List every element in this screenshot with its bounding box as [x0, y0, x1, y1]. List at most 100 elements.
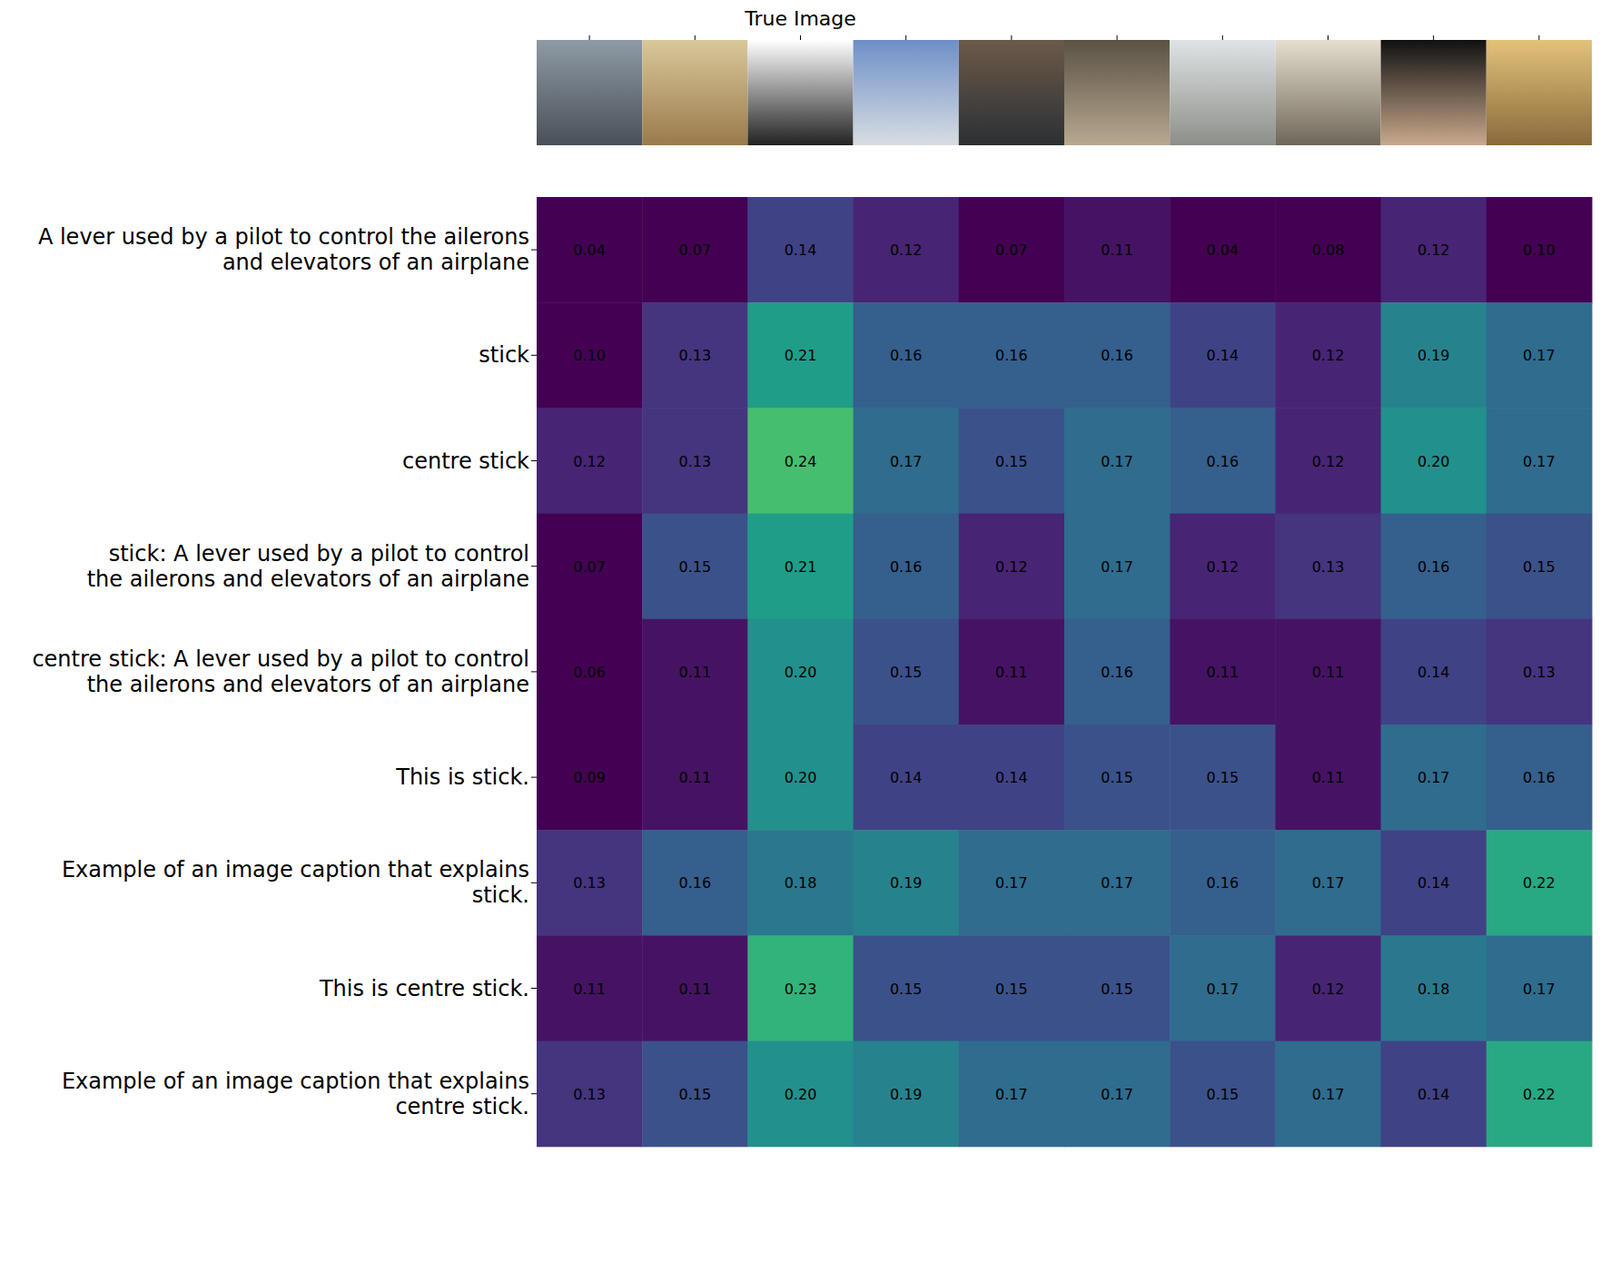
cell: [747, 197, 854, 304]
cell: [747, 302, 854, 409]
cell: [747, 407, 854, 514]
cell: [1169, 724, 1276, 831]
cell-label: 0.11: [1205, 663, 1239, 682]
cell-label: 0.11: [1312, 663, 1345, 682]
cell: [747, 619, 854, 726]
cell-label: 0.18: [784, 874, 818, 892]
cell: [1381, 724, 1488, 831]
cell: [958, 407, 1066, 514]
cell: [958, 829, 1066, 937]
cell: [853, 302, 960, 409]
image-thumbnail: [1381, 39, 1487, 146]
cell: [1064, 619, 1171, 726]
image-thumbnail: [1064, 39, 1170, 146]
cell-label: 0.11: [1100, 241, 1134, 259]
cell: [1381, 619, 1488, 726]
row-tick: [531, 671, 537, 672]
cell-label: 0.17: [1417, 769, 1451, 787]
cell-label: 0.15: [1522, 558, 1556, 576]
cell-label: 0.17: [1100, 453, 1134, 471]
cell: [1486, 302, 1593, 409]
cell-label: 0.04: [572, 241, 606, 259]
column-tick: [589, 35, 591, 40]
cell: [1274, 724, 1382, 831]
cell-label: 0.23: [784, 980, 818, 998]
row-tick: [531, 460, 537, 462]
cell-label: 0.15: [678, 1086, 712, 1104]
column-tick: [1327, 35, 1329, 40]
cell-label: 0.14: [1417, 663, 1451, 682]
cell-label: 0.14: [1205, 346, 1239, 365]
cell-label: 0.17: [995, 874, 1028, 892]
cell: [641, 724, 749, 831]
column-tick: [800, 35, 801, 40]
column-tick: [1010, 35, 1012, 40]
cell-label: 0.16: [889, 346, 923, 365]
cell-label: 0.07: [678, 241, 712, 259]
cell: [1064, 829, 1171, 937]
cell: [641, 302, 749, 409]
cell: [1486, 407, 1593, 514]
image-thumbnail: [747, 39, 853, 146]
cell-label: 0.12: [1312, 346, 1345, 365]
cell: [1274, 197, 1382, 304]
cell-label: 0.16: [1522, 769, 1556, 787]
cell-label: 0.15: [995, 453, 1028, 471]
cell: [1169, 302, 1276, 409]
cell: [641, 619, 749, 726]
cell-label: 0.15: [678, 558, 712, 576]
column-tick: [905, 35, 907, 40]
cell: [853, 829, 960, 937]
cell: [1169, 197, 1276, 304]
cell: [853, 407, 960, 514]
column-tick: [1116, 35, 1118, 40]
row-label: Example of an image caption that explain…: [61, 1068, 530, 1120]
cell: [853, 619, 960, 726]
cell: [1274, 407, 1382, 514]
cell-label: 0.16: [1100, 346, 1134, 365]
cell-label: 0.19: [889, 1086, 923, 1104]
cell-label: 0.17: [1100, 874, 1134, 892]
cell: [1169, 829, 1276, 937]
cell-label: 0.17: [1522, 453, 1556, 471]
cell-label: 0.20: [1417, 453, 1451, 471]
cell: [958, 619, 1066, 726]
cell: [1169, 407, 1276, 514]
cell: [1381, 197, 1488, 304]
cell-label: 0.11: [678, 663, 712, 682]
cell: [641, 829, 749, 937]
image-thumbnail: [1486, 39, 1592, 146]
cell: [958, 302, 1066, 409]
cell: [853, 513, 960, 621]
row-label: This is centre stick.: [318, 976, 530, 1002]
title: True Image: [743, 7, 857, 30]
cell-label: 0.19: [889, 874, 923, 892]
cell-label: 0.04: [1205, 241, 1239, 259]
cell: [958, 1041, 1066, 1148]
cell: [536, 513, 643, 621]
cell: [958, 724, 1066, 831]
cell-label: 0.17: [1522, 980, 1556, 998]
cell-label: 0.17: [1312, 1086, 1345, 1104]
cell: [1486, 513, 1593, 621]
cell: [1274, 302, 1382, 409]
cell: [1064, 197, 1171, 304]
cell-label: 0.17: [889, 453, 923, 471]
cell-label: 0.12: [1312, 453, 1345, 471]
cell-label: 0.17: [1205, 980, 1239, 998]
cell-label: 0.22: [1522, 874, 1556, 892]
cell: [853, 724, 960, 831]
row-label: centre stick: [402, 448, 530, 475]
cell-label: 0.11: [678, 769, 712, 787]
cell-label: 0.10: [572, 346, 606, 365]
cell: [1381, 1041, 1488, 1148]
cell: [1064, 724, 1171, 831]
column-tick: [694, 35, 696, 40]
row-tick: [531, 882, 537, 884]
cell-label: 0.07: [995, 241, 1028, 259]
cell-label: 0.13: [678, 346, 712, 365]
cell: [536, 724, 643, 831]
cell-label: 0.15: [1100, 769, 1134, 787]
cell: [1486, 1041, 1593, 1148]
cell-label: 0.13: [1312, 558, 1345, 576]
